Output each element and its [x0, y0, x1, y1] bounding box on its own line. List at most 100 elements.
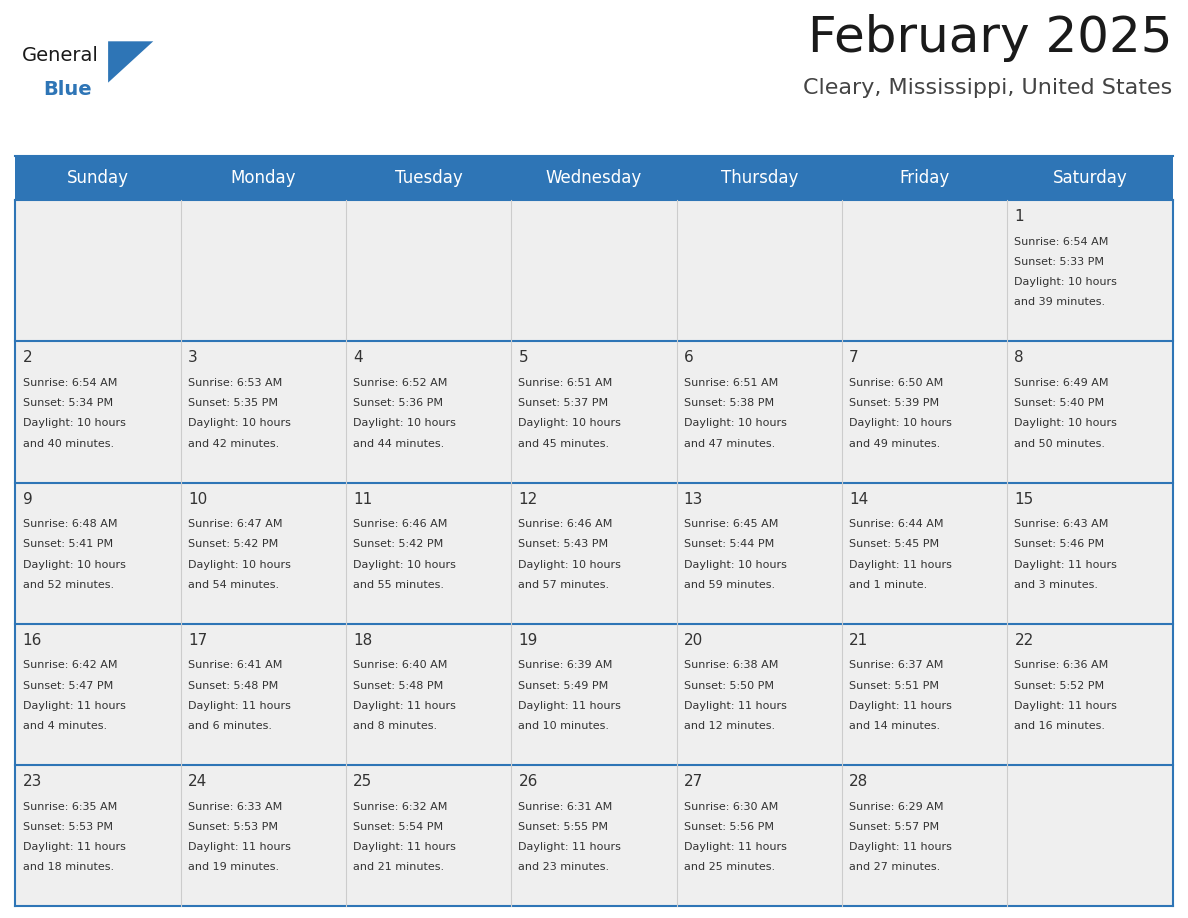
Bar [511, 483, 677, 623]
Bar [1007, 623, 1173, 765]
Text: Sunrise: 6:51 AM: Sunrise: 6:51 AM [684, 378, 778, 388]
Bar [346, 200, 511, 341]
Text: and 40 minutes.: and 40 minutes. [23, 439, 114, 449]
Text: Sunrise: 6:54 AM: Sunrise: 6:54 AM [1015, 237, 1108, 247]
Text: and 6 minutes.: and 6 minutes. [188, 721, 272, 731]
Bar [1007, 341, 1173, 483]
Text: Sunrise: 6:40 AM: Sunrise: 6:40 AM [353, 660, 448, 670]
Text: 5: 5 [518, 351, 529, 365]
Text: 21: 21 [849, 633, 868, 648]
Bar [15, 483, 181, 623]
Text: Daylight: 11 hours: Daylight: 11 hours [518, 700, 621, 711]
Bar [677, 200, 842, 341]
Text: and 57 minutes.: and 57 minutes. [518, 580, 609, 589]
Polygon shape [108, 41, 153, 83]
Text: Daylight: 10 hours: Daylight: 10 hours [849, 419, 952, 429]
Text: Monday: Monday [230, 169, 296, 187]
Bar [842, 200, 1007, 341]
Text: 8: 8 [1015, 351, 1024, 365]
Text: Daylight: 11 hours: Daylight: 11 hours [353, 700, 456, 711]
Bar [511, 200, 677, 341]
Text: Sunset: 5:43 PM: Sunset: 5:43 PM [518, 540, 608, 549]
Text: Sunset: 5:53 PM: Sunset: 5:53 PM [188, 822, 278, 832]
Text: Sunrise: 6:38 AM: Sunrise: 6:38 AM [684, 660, 778, 670]
Text: Sunset: 5:55 PM: Sunset: 5:55 PM [518, 822, 608, 832]
Bar [1007, 765, 1173, 906]
Text: Daylight: 11 hours: Daylight: 11 hours [849, 560, 952, 569]
Text: Sunset: 5:44 PM: Sunset: 5:44 PM [684, 540, 775, 549]
Text: 27: 27 [684, 774, 703, 789]
Text: 20: 20 [684, 633, 703, 648]
Text: and 4 minutes.: and 4 minutes. [23, 721, 107, 731]
Text: 19: 19 [518, 633, 538, 648]
Text: Sunrise: 6:41 AM: Sunrise: 6:41 AM [188, 660, 283, 670]
Text: Sunset: 5:46 PM: Sunset: 5:46 PM [1015, 540, 1105, 549]
Text: and 23 minutes.: and 23 minutes. [518, 862, 609, 872]
Text: Sunset: 5:54 PM: Sunset: 5:54 PM [353, 822, 443, 832]
Text: Sunset: 5:42 PM: Sunset: 5:42 PM [188, 540, 278, 549]
Text: Daylight: 11 hours: Daylight: 11 hours [23, 700, 126, 711]
Text: Sunset: 5:37 PM: Sunset: 5:37 PM [518, 398, 608, 409]
Text: and 16 minutes.: and 16 minutes. [1015, 721, 1105, 731]
Text: Daylight: 10 hours: Daylight: 10 hours [188, 419, 291, 429]
Text: Sunrise: 6:51 AM: Sunrise: 6:51 AM [518, 378, 613, 388]
Text: Sunset: 5:56 PM: Sunset: 5:56 PM [684, 822, 773, 832]
Text: Blue: Blue [43, 80, 91, 99]
Bar [15, 156, 1173, 200]
Text: 17: 17 [188, 633, 207, 648]
Text: Daylight: 10 hours: Daylight: 10 hours [518, 560, 621, 569]
Text: Sunrise: 6:54 AM: Sunrise: 6:54 AM [23, 378, 116, 388]
Text: Sunrise: 6:29 AM: Sunrise: 6:29 AM [849, 801, 943, 812]
Bar [181, 765, 346, 906]
Text: 23: 23 [23, 774, 42, 789]
Text: Daylight: 11 hours: Daylight: 11 hours [1015, 560, 1117, 569]
Text: Sunset: 5:50 PM: Sunset: 5:50 PM [684, 680, 773, 690]
Text: Wednesday: Wednesday [545, 169, 643, 187]
Text: 14: 14 [849, 492, 868, 507]
Text: Sunset: 5:39 PM: Sunset: 5:39 PM [849, 398, 940, 409]
Text: Sunset: 5:48 PM: Sunset: 5:48 PM [353, 680, 443, 690]
Text: and 21 minutes.: and 21 minutes. [353, 862, 444, 872]
Text: Sunset: 5:51 PM: Sunset: 5:51 PM [849, 680, 939, 690]
Text: Daylight: 10 hours: Daylight: 10 hours [188, 560, 291, 569]
Text: Sunset: 5:40 PM: Sunset: 5:40 PM [1015, 398, 1105, 409]
Text: 6: 6 [684, 351, 694, 365]
Text: Sunrise: 6:48 AM: Sunrise: 6:48 AM [23, 520, 118, 529]
Bar [677, 341, 842, 483]
Text: 11: 11 [353, 492, 372, 507]
Text: Sunrise: 6:52 AM: Sunrise: 6:52 AM [353, 378, 448, 388]
Text: and 27 minutes.: and 27 minutes. [849, 862, 941, 872]
Bar [15, 765, 181, 906]
Text: Daylight: 11 hours: Daylight: 11 hours [188, 700, 291, 711]
Text: Sunset: 5:33 PM: Sunset: 5:33 PM [1015, 257, 1105, 267]
Text: and 44 minutes.: and 44 minutes. [353, 439, 444, 449]
Text: and 54 minutes.: and 54 minutes. [188, 580, 279, 589]
Text: Sunset: 5:57 PM: Sunset: 5:57 PM [849, 822, 940, 832]
Text: Sunset: 5:45 PM: Sunset: 5:45 PM [849, 540, 940, 549]
Text: Daylight: 11 hours: Daylight: 11 hours [23, 842, 126, 852]
Text: 10: 10 [188, 492, 207, 507]
Text: General: General [21, 46, 99, 65]
Text: Sunrise: 6:46 AM: Sunrise: 6:46 AM [518, 520, 613, 529]
Text: Sunrise: 6:45 AM: Sunrise: 6:45 AM [684, 520, 778, 529]
Bar [842, 483, 1007, 623]
Text: and 42 minutes.: and 42 minutes. [188, 439, 279, 449]
Bar [181, 483, 346, 623]
Text: Daylight: 11 hours: Daylight: 11 hours [684, 842, 786, 852]
Bar [346, 623, 511, 765]
Text: 28: 28 [849, 774, 868, 789]
Bar [511, 341, 677, 483]
Text: and 45 minutes.: and 45 minutes. [518, 439, 609, 449]
Text: Sunrise: 6:39 AM: Sunrise: 6:39 AM [518, 660, 613, 670]
Text: Daylight: 10 hours: Daylight: 10 hours [353, 560, 456, 569]
Text: Sunset: 5:35 PM: Sunset: 5:35 PM [188, 398, 278, 409]
Text: February 2025: February 2025 [808, 14, 1173, 62]
Bar [346, 483, 511, 623]
Text: Saturday: Saturday [1053, 169, 1127, 187]
Text: Daylight: 10 hours: Daylight: 10 hours [23, 419, 126, 429]
Text: Daylight: 11 hours: Daylight: 11 hours [684, 700, 786, 711]
Text: and 59 minutes.: and 59 minutes. [684, 580, 775, 589]
Text: Daylight: 10 hours: Daylight: 10 hours [684, 560, 786, 569]
Text: Sunrise: 6:32 AM: Sunrise: 6:32 AM [353, 801, 448, 812]
Text: Sunset: 5:42 PM: Sunset: 5:42 PM [353, 540, 443, 549]
